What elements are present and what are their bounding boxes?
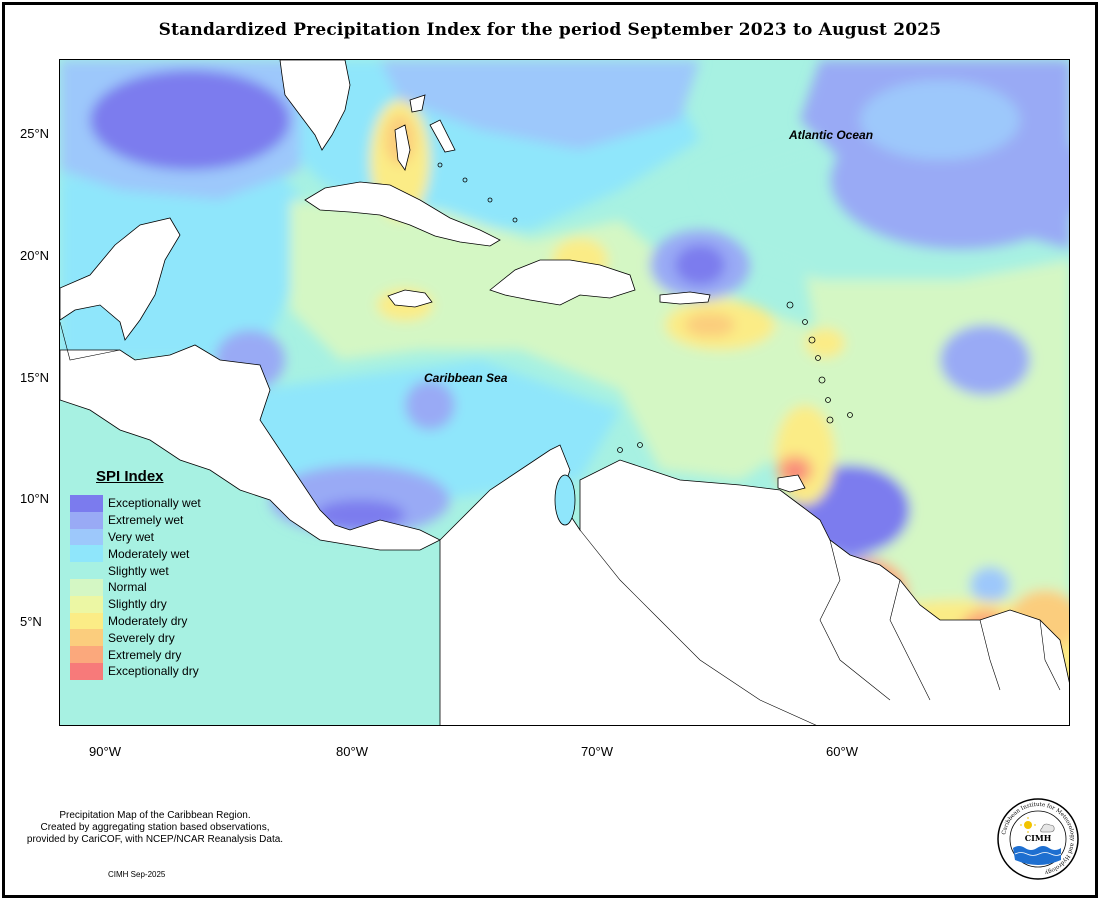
spi-map: [59, 59, 1070, 726]
country-borders: [60, 321, 1061, 725]
legend-swatch: [70, 578, 103, 596]
legend-swatch: [70, 646, 103, 663]
blob-severely-dry-pr: [685, 313, 735, 337]
cimh-logo: Caribbean Institute for Meteorology and …: [997, 798, 1079, 880]
caption-line: Created by aggregating station based obs…: [40, 822, 270, 833]
lon-tick: 90°W: [89, 744, 121, 759]
legend-label: Moderately wet: [108, 546, 190, 561]
map-caption: Precipitation Map of the Caribbean Regio…: [0, 810, 310, 846]
legend-item: Moderately wet: [70, 545, 201, 563]
land-yucatan: [60, 217, 181, 341]
cloud-icon: [1040, 823, 1055, 833]
caption-line: provided by CariCOF, with NCEP/NCAR Rean…: [26, 834, 284, 845]
legend-label: Extremely wet: [108, 513, 184, 528]
legend-item: Moderately dry: [70, 612, 201, 630]
legend-label: Extremely dry: [108, 647, 182, 662]
lat-tick: 5°N: [20, 614, 42, 629]
blob-extremely-wet-east: [940, 325, 1030, 395]
legend-label: Slightly dry: [108, 597, 167, 612]
legend-item: Exceptionally dry: [70, 662, 201, 680]
land-central-america: [60, 344, 441, 551]
legend-swatch: [70, 595, 103, 613]
blob-exceptionally-wet-anegada: [675, 245, 725, 285]
legend-label: Normal: [108, 580, 147, 595]
land-trinidad: [777, 474, 806, 493]
legend-item: Extremely wet: [70, 511, 201, 529]
lon-tick: 70°W: [581, 744, 613, 759]
field-normal-central: [290, 200, 820, 480]
legend-item: Severely dry: [70, 629, 201, 647]
blob-exceptionally-wet-gulf: [90, 70, 290, 170]
land-andros: [394, 124, 411, 171]
sun-rays-icon: [1020, 817, 1036, 833]
legend-label: Moderately dry: [108, 613, 188, 628]
blob-moderately-dry-antilles: [805, 328, 845, 358]
blob-exceptionally-dry-trinidad: [787, 465, 803, 479]
caption-line: Precipitation Map of the Caribbean Regio…: [59, 810, 251, 821]
legend-item: Slightly dry: [70, 595, 201, 613]
land-jamaica: [387, 289, 433, 308]
legend-swatch: [70, 629, 103, 647]
map-title: Standardized Precipitation Index for the…: [158, 20, 942, 40]
sun-icon: [1024, 821, 1032, 829]
blob-very-wet-atl: [860, 80, 1020, 160]
land-eleuthera: [429, 119, 456, 153]
label-caribbean-sea: Caribbean Sea: [424, 371, 508, 385]
legend-item: Extremely dry: [70, 646, 201, 663]
field-very-wet-bahamas: [380, 60, 700, 150]
lat-tick: 15°N: [20, 370, 50, 385]
legend-swatch: [70, 662, 103, 680]
spi-field: [60, 60, 1069, 725]
credit-text: CIMH Sep-2025: [108, 870, 166, 879]
legend-label: Slightly wet: [108, 563, 169, 578]
legend-title: SPI Index: [96, 468, 164, 485]
logo-name: CIMH: [1025, 833, 1052, 843]
legend-label: Very wet: [108, 529, 155, 544]
legend-swatch: [70, 511, 103, 529]
blob-extremely-wet-carib: [405, 380, 455, 430]
lake-maracaibo: [554, 474, 576, 526]
legend-item: Slightly wet: [70, 562, 201, 579]
legend-swatch: [70, 612, 103, 630]
land-hispaniola: [489, 259, 636, 306]
legend-label: Exceptionally dry: [108, 664, 199, 679]
lat-tick: 25°N: [20, 126, 50, 141]
blob-very-wet-guiana: [970, 567, 1010, 603]
legend-label: Severely dry: [108, 630, 175, 645]
legend: Exceptionally wet Extremely wet Very wet…: [70, 495, 201, 680]
lat-tick: 10°N: [20, 491, 50, 506]
legend-item: Very wet: [70, 528, 201, 546]
water-waves-icon: [1013, 846, 1061, 865]
legend-swatch: [70, 495, 103, 512]
lat-tick: 20°N: [20, 248, 50, 263]
lon-tick: 80°W: [336, 744, 368, 759]
label-atlantic-ocean: Atlantic Ocean: [789, 128, 874, 142]
legend-swatch: [70, 562, 103, 579]
legend-swatch: [70, 545, 103, 563]
lon-tick: 60°W: [826, 744, 858, 759]
land-puerto-rico: [659, 291, 711, 305]
land-masses: [60, 60, 1069, 725]
land-abaco: [409, 94, 426, 113]
small-islands: [437, 162, 853, 453]
legend-item: Normal: [70, 578, 201, 596]
legend-item: Exceptionally wet: [70, 495, 201, 512]
legend-label: Exceptionally wet: [108, 496, 201, 511]
land-cuba: [304, 181, 501, 247]
land-florida: [279, 60, 351, 151]
legend-swatch: [70, 528, 103, 546]
